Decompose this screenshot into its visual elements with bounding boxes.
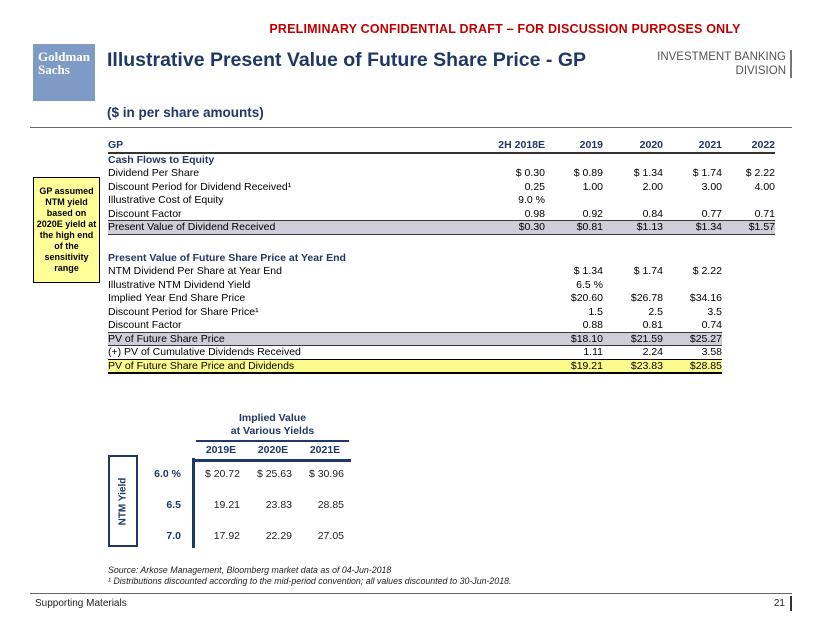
table-row: Dividend Per Share $ 0.30 $ 0.89 $ 1.34 …	[108, 167, 775, 180]
highlight-row-gray: Present Value of Dividend Received $0.30…	[108, 220, 775, 235]
row-label: Discount Period for Dividend Received¹	[108, 180, 292, 193]
table-row: Discount Factor 0.98 0.92 0.84 0.77 0.71	[108, 207, 775, 220]
table-row: 6.5 19.21 23.83 28.85	[108, 489, 353, 520]
logo-line1: Goldman	[38, 49, 91, 64]
row-label: PV of Future Share Price	[108, 331, 445, 346]
column-header: 2022	[722, 138, 775, 154]
table-row: Discount Period for Share Price¹ 1.5 2.5…	[108, 305, 722, 318]
division-label: INVESTMENT BANKING DIVISION	[657, 50, 792, 78]
table-row: Illustrative Cost of Equity 9.0 %	[108, 194, 545, 207]
section-header-row: Cash Flows to Equity	[108, 153, 775, 167]
division-line2: DIVISION	[735, 65, 786, 77]
column-header: 2019E	[205, 444, 237, 456]
footnotes: Source: Arkose Management, Bloomberg mar…	[108, 565, 511, 587]
logo-line2: Sachs	[38, 62, 70, 77]
page-number: 21	[774, 596, 792, 611]
table-row: 7.0 17.92 22.29 27.05	[108, 520, 353, 551]
table-row: Illustrative NTM Dividend Yield 6.5 %	[108, 278, 603, 291]
row-label: 7.0	[166, 529, 181, 542]
sensitivity-title: Implied Value at Various Yields	[196, 412, 349, 442]
column-header: 2020	[603, 138, 663, 154]
table-row: Discount Factor 0.88 0.81 0.74	[108, 319, 722, 331]
highlight-row-yellow: PV of Future Share Price and Dividends $…	[108, 358, 722, 374]
column-header-row: GP 2H 2018E 2019 2020 2021 2022	[108, 138, 775, 154]
column-header: GP	[108, 138, 445, 154]
ntm-yield-axis-box: NTM Yield	[108, 455, 138, 547]
column-header: 2019	[545, 138, 603, 154]
row-label: Discount Factor	[108, 207, 182, 220]
row-label: Dividend Per Share	[108, 167, 200, 180]
footer-divider	[30, 593, 792, 594]
table-row: 6.0 % $ 20.72 $ 25.63 $ 30.96	[108, 458, 353, 489]
row-label: Present Value of Dividend Received	[108, 220, 445, 235]
division-line1: INVESTMENT BANKING	[657, 51, 786, 63]
units-subtitle: ($ in per share amounts)	[107, 105, 264, 120]
footnote-1: ¹ Distributions discounted according to …	[108, 576, 512, 586]
row-label: Illustrative Cost of Equity	[108, 194, 224, 207]
row-label: Discount Period for Share Price¹	[108, 305, 259, 318]
row-label: (+) PV of Cumulative Dividends Received	[108, 346, 301, 359]
sensitivity-rows: 6.0 % $ 20.72 $ 25.63 $ 30.96 6.5 19.21 …	[108, 458, 353, 551]
column-header: 2021E	[309, 444, 341, 456]
sensitivity-divider	[192, 458, 195, 548]
column-header: 2021	[663, 138, 722, 154]
row-label: PV of Future Share Price and Dividends	[108, 358, 445, 374]
table-row: Implied Year End Share Price $20.60 $26.…	[108, 292, 722, 305]
ntm-yield-axis-label: NTM Yield	[117, 477, 129, 525]
sensitivity-table: Implied Value at Various Yields 2019E 20…	[108, 410, 353, 555]
row-label: Discount Factor	[108, 319, 182, 331]
row-label: NTM Dividend Per Share at Year End	[108, 265, 282, 278]
spacer-row	[108, 234, 775, 251]
section-header-row: Present Value of Future Share Price at Y…	[108, 251, 775, 265]
highlight-row-gray: PV of Future Share Price $18.10 $21.59 $…	[108, 331, 722, 346]
goldman-sachs-logo: Goldman Sachs	[33, 44, 95, 101]
confidentiality-banner: PRELIMINARY CONFIDENTIAL DRAFT – FOR DIS…	[269, 22, 741, 36]
column-header: 2H 2018E	[445, 138, 545, 154]
header-divider	[30, 127, 792, 128]
footer-section-label: Supporting Materials	[35, 598, 127, 609]
table-row: Discount Period for Dividend Received¹ 0…	[108, 180, 775, 193]
row-label: Implied Year End Share Price	[108, 292, 246, 305]
sidebar-note: GP assumed NTM yield based on 2020E yiel…	[33, 177, 100, 283]
row-label: Illustrative NTM Dividend Yield	[108, 278, 251, 291]
pv-table: GP 2H 2018E 2019 2020 2021 2022 Cash Flo…	[108, 138, 775, 374]
table-row: (+) PV of Cumulative Dividends Received …	[108, 346, 722, 359]
source-note: Source: Arkose Management, Bloomberg mar…	[108, 565, 392, 575]
row-label: 6.0 %	[154, 467, 181, 480]
sensitivity-column-headers: 2019E 2020E 2021E	[195, 444, 351, 462]
row-label: 6.5	[166, 498, 181, 511]
column-header: 2020E	[257, 444, 289, 456]
page-title: Illustrative Present Value of Future Sha…	[107, 49, 586, 71]
section-header: Present Value of Future Share Price at Y…	[108, 251, 346, 264]
table-row: NTM Dividend Per Share at Year End $ 1.3…	[108, 265, 722, 278]
section-header: Cash Flows to Equity	[108, 154, 215, 167]
